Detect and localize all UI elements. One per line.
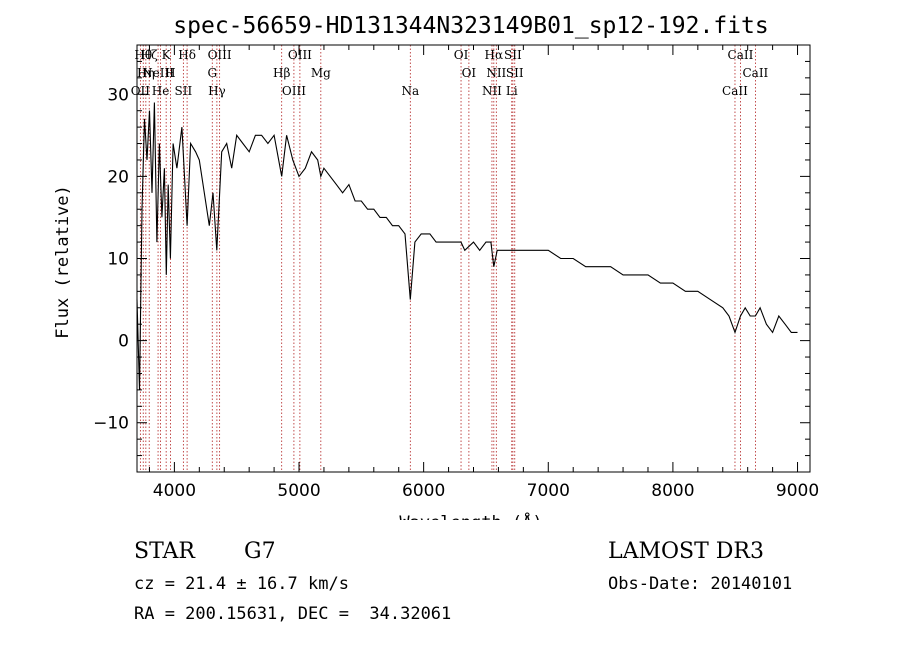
line-label: Hθ <box>134 48 152 62</box>
line-label: OIII <box>208 48 232 62</box>
line-label: Na <box>401 84 419 98</box>
line-label: He <box>152 84 170 98</box>
line-label: Hζ <box>141 48 158 62</box>
ra-dec: RA = 200.15631, DEC = 34.32061 <box>134 604 452 624</box>
line-label: Li <box>506 84 518 98</box>
line-label: Hβ <box>273 66 290 80</box>
line-label: SII <box>175 84 193 98</box>
line-label: Hγ <box>208 84 226 98</box>
line-label: NII <box>482 84 502 98</box>
line-label: Hδ <box>178 48 196 62</box>
chart-title: spec-56659-HD131344N323149B01_sp12-192.f… <box>173 13 768 39</box>
x-axis-label: Wavelength (Å) <box>399 511 542 520</box>
line-label: OIII <box>288 48 312 62</box>
line-label: Hα <box>485 48 504 62</box>
x-tick-label: 7000 <box>527 481 570 501</box>
line-label: NeIII <box>142 66 174 80</box>
line-label: SII <box>504 48 522 62</box>
y-tick-label: 0 <box>118 332 129 352</box>
line-label: CaII <box>722 84 748 98</box>
x-tick-label: 9000 <box>776 481 819 501</box>
object-subclass: G7 <box>244 539 276 564</box>
y-tick-label: 10 <box>107 250 129 270</box>
y-axis-label: Flux (relative) <box>53 185 73 339</box>
line-label: OII <box>131 84 151 98</box>
x-tick-label: 5000 <box>277 481 320 501</box>
line-label: CaII <box>728 48 754 62</box>
line-label: CaII <box>742 66 768 80</box>
line-label: H <box>165 66 175 80</box>
survey-name: LAMOST DR3 <box>608 539 764 564</box>
plot-frame <box>136 44 811 473</box>
x-tick-label: 8000 <box>651 481 694 501</box>
spectral-line-markers <box>139 45 756 472</box>
redshift-velocity: cz = 21.4 ± 16.7 km/s <box>134 574 349 594</box>
spectrum-chart: spec-56659-HD131344N323149B01_sp12-192.f… <box>53 13 819 520</box>
line-label: OIII <box>282 84 306 98</box>
line-label: NII <box>486 66 506 80</box>
line-label: G <box>207 66 217 80</box>
line-label: OI <box>454 48 469 62</box>
spectral-line-labels: HθHηOIIHζNeIIIHeKHSIIHδGHγOIIIHβOIIIOIII… <box>131 48 769 98</box>
line-label: Hη <box>137 66 155 80</box>
observation-date: Obs-Date: 20140101 <box>608 574 793 594</box>
y-tick-label: −10 <box>93 414 129 434</box>
flux-line <box>136 102 798 390</box>
object-class: STAR <box>134 539 195 564</box>
line-label: Mg <box>311 66 331 80</box>
x-tick-label: 6000 <box>402 481 445 501</box>
axis-ticks: 4000 5000 6000 7000 8000 9000 −10 0 10 20 30 <box>93 45 819 501</box>
y-tick-label: 20 <box>107 167 129 187</box>
y-tick-label: 30 <box>107 85 129 105</box>
line-label: K <box>162 48 172 62</box>
x-tick-label: 4000 <box>153 481 196 501</box>
line-label: SII <box>506 66 524 80</box>
line-label: OI <box>462 66 477 80</box>
